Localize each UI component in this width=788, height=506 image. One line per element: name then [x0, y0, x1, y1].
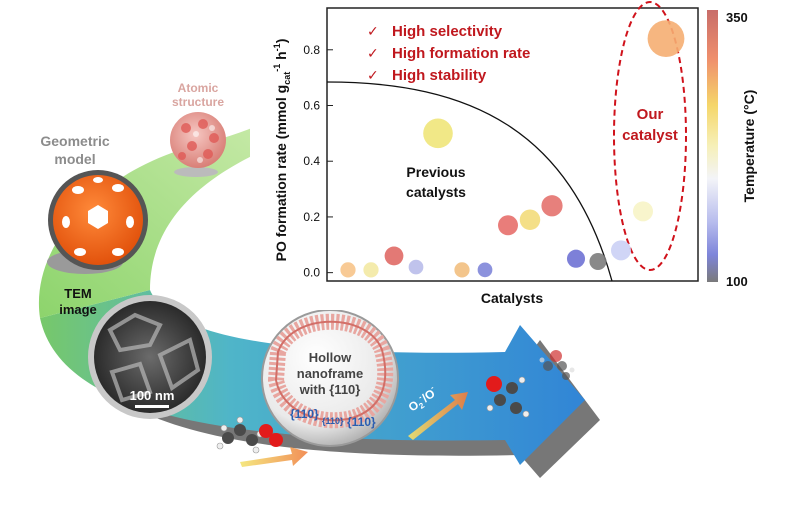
our-catalyst-line2: catalyst	[622, 127, 678, 144]
colorbar	[707, 10, 718, 282]
data-point	[498, 215, 518, 236]
facet-label-1: {110}	[290, 407, 319, 421]
y-axis-ticks: 0.0 0.2 0.4 0.6 0.8	[303, 43, 333, 280]
data-point	[408, 259, 424, 275]
data-point	[611, 240, 631, 261]
geometric-model-sphere	[47, 170, 148, 274]
plot-frame	[326, 7, 699, 282]
flow-arrow-1	[240, 447, 308, 467]
colorbar-label: Temperature (°C)	[741, 90, 757, 203]
data-point	[589, 252, 607, 271]
atomic-label-1: Atomic	[178, 81, 219, 95]
x-axis-label: Catalysts	[481, 290, 543, 306]
data-point	[541, 195, 563, 217]
data-point	[340, 262, 356, 278]
facet-label-2: {110}	[322, 416, 344, 426]
atomic-label-2: structure	[172, 95, 224, 109]
data-point	[454, 262, 470, 278]
y-tick-label: 0.8	[303, 43, 320, 57]
hollow-label-2: nanoframe	[297, 366, 363, 381]
data-point	[477, 262, 493, 278]
y-tick-label: 0.0	[303, 266, 320, 280]
tem-label-1: TEM	[64, 286, 91, 301]
colorbar-max-label: 350	[726, 10, 748, 25]
data-point	[363, 262, 379, 278]
data-point	[384, 246, 404, 266]
our-catalyst-oval	[613, 1, 687, 271]
propylene-molecule	[216, 416, 264, 454]
y-axis-label: PO formation rate (mmol gcat-1 h-1)	[272, 39, 292, 262]
oxygen-molecule	[259, 424, 283, 447]
propylene-oxide-molecule-2	[539, 350, 575, 380]
our-catalyst-line1: Our	[637, 106, 664, 123]
tem-image-sphere	[88, 295, 212, 419]
y-tick-label: 0.2	[303, 210, 320, 224]
hollow-label-3: with {110}	[299, 382, 361, 397]
check-1: ✓	[367, 24, 379, 40]
previous-catalysts-line2: catalysts	[406, 184, 466, 200]
boundary-curve	[326, 81, 613, 282]
colorbar-min-label: 100	[726, 274, 748, 289]
y-tick-label: 0.4	[303, 154, 320, 168]
chart-panel: 0.0 0.2 0.4 0.6 0.8 PO formation rate (mmol …	[250, 0, 788, 310]
y-tick-label: 0.6	[303, 99, 320, 113]
flow-arrow-2	[408, 392, 468, 440]
data-point	[647, 20, 685, 58]
facet-label-3: {110}	[347, 415, 376, 429]
hollow-label-1: Hollow	[309, 350, 352, 365]
previous-catalysts-line1: Previous	[406, 164, 465, 180]
geometric-label-2: model	[54, 151, 95, 167]
data-point	[519, 209, 541, 230]
data-point	[423, 118, 453, 149]
checklist-item-3: High stability	[392, 67, 487, 84]
checklist-item-1: High selectivity	[392, 23, 503, 40]
propylene-oxide-molecule	[486, 376, 530, 418]
data-point	[633, 201, 653, 222]
check-2: ✓	[367, 46, 379, 62]
geometric-label-1: Geometric	[40, 133, 109, 149]
tem-label-2: image	[59, 302, 97, 317]
atomic-structure-sphere	[170, 112, 226, 177]
check-3: ✓	[367, 68, 379, 84]
checklist-item-2: High formation rate	[392, 45, 530, 62]
data-points	[340, 20, 685, 278]
data-point	[566, 249, 586, 268]
scale-bar-label: 100 nm	[130, 388, 175, 403]
hollow-nanoframe-sphere	[261, 309, 399, 447]
